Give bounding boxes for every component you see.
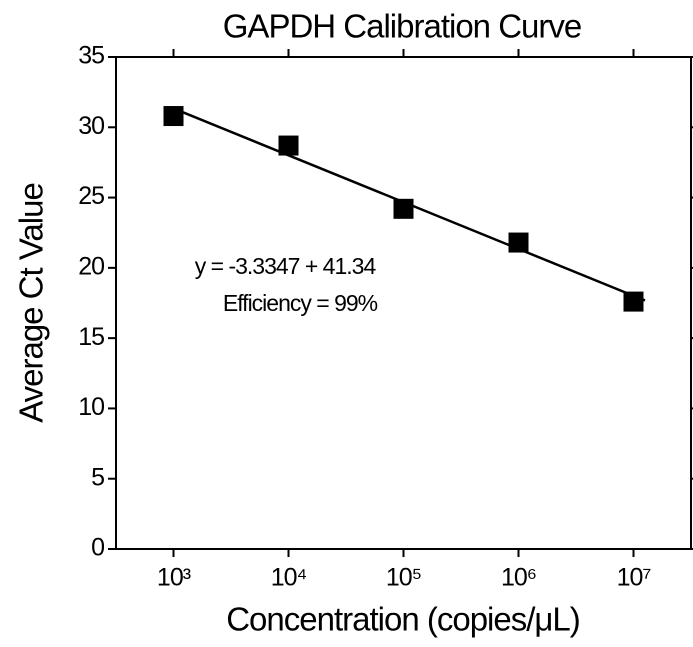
data-point — [278, 135, 299, 156]
x-tick-label: 10⁶ — [501, 564, 536, 592]
annotation: Efficiency = 99% — [223, 290, 378, 316]
chart-title: GAPDH Calibration Curve — [223, 8, 581, 45]
y-tick-label: 20 — [78, 252, 104, 280]
y-tick-label: 15 — [78, 323, 104, 351]
y-tick-label: 25 — [78, 182, 104, 210]
y-tick-label: 30 — [78, 112, 104, 140]
x-axis-label: Concentration (copies/μL) — [226, 601, 580, 638]
plot-frame — [115, 56, 692, 550]
x-tick-label: 10⁴ — [271, 564, 307, 592]
y-tick-label: 0 — [91, 534, 104, 562]
y-tick-label: 5 — [91, 463, 104, 491]
y-tick-label: 10 — [78, 393, 104, 421]
x-tick-label: 10³ — [157, 564, 191, 592]
x-tick-label: 10⁵ — [386, 564, 421, 592]
x-tick-label: 10⁷ — [617, 564, 652, 592]
fit-line — [173, 107, 646, 302]
y-tick-label: 35 — [78, 42, 104, 70]
annotation: y = -3.3347 + 41.34 — [195, 253, 377, 279]
y-axis-label: Average Ct Value — [13, 183, 50, 423]
